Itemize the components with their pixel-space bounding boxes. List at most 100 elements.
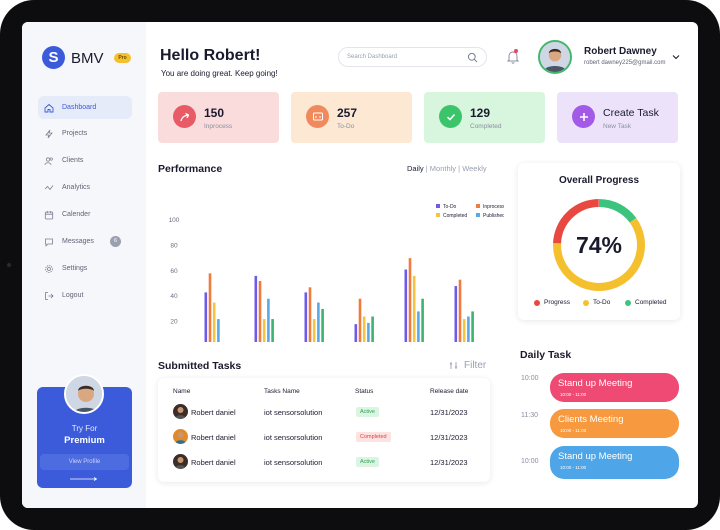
legend-label: Published <box>483 213 504 219</box>
stat-value: Create Task <box>603 107 659 119</box>
bar-wed-0 <box>304 292 308 342</box>
row-task: iot sensorsolution <box>264 408 323 417</box>
sidebar-item-messages[interactable]: Messages 6 <box>38 230 132 253</box>
status-badge: Active <box>356 407 379 417</box>
time-label: 10:00 <box>521 375 539 382</box>
premium-avatar <box>64 374 104 414</box>
performance-tabs: Daily | Monthly | Weekly <box>407 164 487 173</box>
plus-icon <box>579 112 588 121</box>
bar-thu-1 <box>358 298 362 342</box>
bar-wed-2 <box>312 319 316 342</box>
overall-progress-card: Overall Progress 74% Progress To-Do Comp… <box>518 163 680 320</box>
row-name: Robert daniel <box>191 433 236 442</box>
column-header-task: Tasks Name <box>264 388 300 395</box>
progress-percent: 74% <box>575 232 623 258</box>
sidebar-item-dashboard[interactable]: Dashboard <box>38 96 132 119</box>
sidebar-item-projects[interactable]: Projects <box>38 122 132 145</box>
stat-card-todo[interactable]: 257 To-Do <box>291 92 412 143</box>
event-card[interactable]: Stand up Meeting 10:00 - 11:00 <box>550 373 679 402</box>
legend-swatch <box>436 204 440 208</box>
bell-icon[interactable] <box>506 49 520 65</box>
user-avatar[interactable] <box>538 40 572 74</box>
bar-thu-0 <box>354 324 358 342</box>
ring-segment-progress <box>553 199 599 244</box>
legend-label: Inprocess <box>483 204 504 210</box>
check-icon <box>446 113 455 121</box>
progress-ring <box>553 199 645 291</box>
bar-thu-2 <box>362 316 366 342</box>
legend-dot-progress <box>534 299 540 306</box>
filter-button[interactable]: Filter <box>449 360 486 371</box>
bar-wed-1 <box>308 287 312 342</box>
premium-card: Try For Premium View Profile <box>37 374 132 488</box>
stat-card-inprocess[interactable]: 150 Inprocess <box>158 92 279 143</box>
trend-arrow-icon <box>179 112 189 121</box>
event-title: Clients Meeting <box>558 414 624 425</box>
column-header-status: Status <box>355 388 374 395</box>
premium-title: Premium <box>64 435 105 446</box>
view-profile-button[interactable]: View Profile <box>40 454 129 470</box>
search-icon[interactable] <box>467 52 478 63</box>
search-placeholder: Search Dashboard <box>347 54 398 60</box>
stat-icon-circle <box>439 105 462 128</box>
submitted-tasks-title: Submitted Tasks <box>158 360 242 372</box>
legend-swatch <box>436 213 440 217</box>
person-avatar-icon <box>540 42 570 72</box>
home-icon <box>44 103 54 112</box>
search-input[interactable]: Search Dashboard <box>338 47 487 67</box>
bar-sat-1 <box>458 279 462 342</box>
person-avatar-icon <box>175 407 186 419</box>
bar-sat-4 <box>471 311 474 342</box>
sidebar-item-analytics[interactable]: Analytics <box>38 176 132 199</box>
event-title: Stand up Meeting <box>558 451 633 462</box>
gear-icon <box>45 264 53 273</box>
status-badge: Completed <box>356 432 391 442</box>
sidebar-item-label: Analytics <box>62 184 91 191</box>
brand-name: BMV <box>71 50 104 67</box>
stat-icon-circle <box>306 105 329 128</box>
legend-label: Completed <box>635 299 667 306</box>
chat-icon <box>45 238 53 247</box>
row-date: 12/31/2023 <box>430 458 468 467</box>
stat-label: Inprocess <box>204 123 233 130</box>
tab-monthly[interactable]: Monthly <box>429 164 457 173</box>
analytics-icon <box>44 184 54 190</box>
table-row[interactable]: Robert daniel iot sensorsolution Active … <box>158 400 490 424</box>
bar-thu-3 <box>367 322 370 342</box>
bar-wed-3 <box>317 302 320 342</box>
tab-weekly[interactable]: Weekly <box>462 164 487 173</box>
performance-title: Performance <box>158 163 223 175</box>
event-card[interactable]: Clients Meeting 10:00 - 11:00 <box>550 409 679 438</box>
sidebar-item-label: Dashboard <box>62 104 97 111</box>
overall-progress-title: Overall Progress <box>558 175 640 186</box>
tab-daily[interactable]: Daily <box>407 164 424 173</box>
tasks-table: Name Tasks Name Status Release date Robe… <box>158 378 490 482</box>
row-date: 12/31/2023 <box>430 408 468 417</box>
stat-icon-circle <box>572 105 595 128</box>
sidebar-item-calender[interactable]: Calender <box>38 203 132 226</box>
bar-tue-1 <box>258 280 262 342</box>
bar-sat-3 <box>467 316 470 342</box>
table-row[interactable]: Robert daniel iot sensorsolution Active … <box>158 450 490 474</box>
sidebar-item-label: Clients <box>62 157 84 164</box>
table-row[interactable]: Robert daniel iot sensorsolution Complet… <box>158 425 490 449</box>
legend-swatch <box>476 213 480 217</box>
sidebar-item-clients[interactable]: Clients <box>38 149 132 172</box>
event-card[interactable]: Stand up Meeting 10:00 - 11:00 <box>550 446 679 479</box>
chevron-down-icon[interactable] <box>672 54 680 60</box>
avatar <box>173 404 188 419</box>
pro-badge: Pro <box>114 53 131 63</box>
sidebar-item-label: Projects <box>62 130 88 137</box>
sidebar-item-logout[interactable]: Logout <box>38 284 132 307</box>
create-task-button[interactable]: Create Task New Task <box>557 92 678 143</box>
bar-fri-2 <box>412 275 416 342</box>
greeting-title: Hello Robert! <box>160 47 261 64</box>
stat-card-completed[interactable]: 129 Completed <box>424 92 545 143</box>
sidebar-item-settings[interactable]: Settings <box>38 257 132 280</box>
legend-dot-todo <box>583 299 589 306</box>
bar-tue-0 <box>254 275 258 342</box>
column-header-date: Release date <box>430 388 469 395</box>
sidebar-item-label: Calender <box>62 211 91 218</box>
ring-segment-completed <box>598 199 637 223</box>
logout-icon <box>45 291 54 300</box>
